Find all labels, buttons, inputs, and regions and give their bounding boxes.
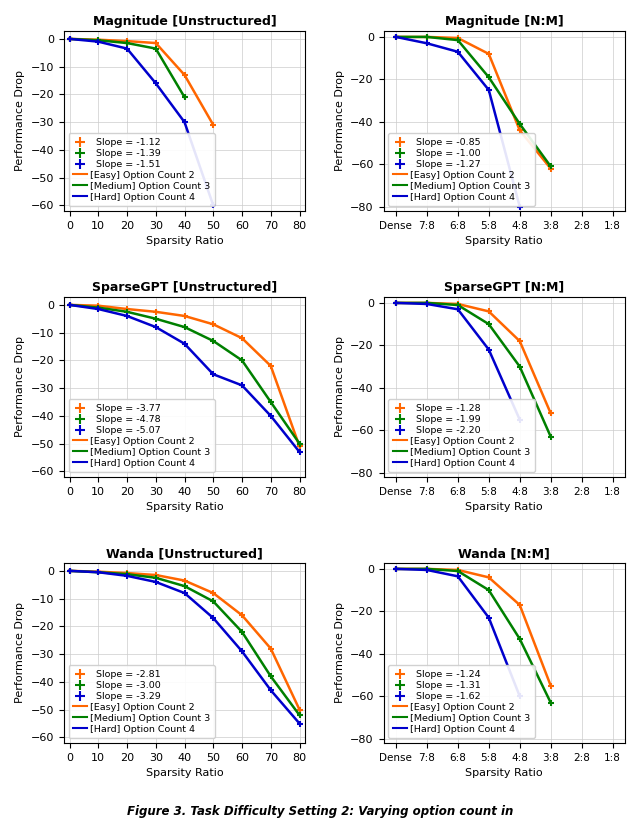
Legend:   Slope = -1.28,   Slope = -1.99,   Slope = -2.20, [Easy] Option Count 2, [Mediu: Slope = -1.28, Slope = -1.99, Slope = -2… xyxy=(388,399,535,473)
Legend:   Slope = -2.81,   Slope = -3.00,   Slope = -3.29, [Easy] Option Count 2, [Mediu: Slope = -2.81, Slope = -3.00, Slope = -3… xyxy=(68,665,215,738)
Title: SparseGPT [Unstructured]: SparseGPT [Unstructured] xyxy=(92,281,277,294)
X-axis label: Sparsity Ratio: Sparsity Ratio xyxy=(146,502,223,512)
Title: Magnitude [N:M]: Magnitude [N:M] xyxy=(445,15,564,28)
Legend:   Slope = -3.77,   Slope = -4.78,   Slope = -5.07, [Easy] Option Count 2, [Mediu: Slope = -3.77, Slope = -4.78, Slope = -5… xyxy=(68,399,215,473)
X-axis label: Sparsity Ratio: Sparsity Ratio xyxy=(465,769,543,778)
Y-axis label: Performance Drop: Performance Drop xyxy=(15,603,25,704)
Y-axis label: Performance Drop: Performance Drop xyxy=(335,70,345,171)
Legend:   Slope = -1.24,   Slope = -1.31,   Slope = -1.62, [Easy] Option Count 2, [Mediu: Slope = -1.24, Slope = -1.31, Slope = -1… xyxy=(388,665,535,738)
X-axis label: Sparsity Ratio: Sparsity Ratio xyxy=(465,236,543,247)
Y-axis label: Performance Drop: Performance Drop xyxy=(335,336,345,437)
X-axis label: Sparsity Ratio: Sparsity Ratio xyxy=(146,769,223,778)
X-axis label: Sparsity Ratio: Sparsity Ratio xyxy=(465,502,543,512)
Y-axis label: Performance Drop: Performance Drop xyxy=(15,70,25,171)
Legend:   Slope = -0.85,   Slope = -1.00,   Slope = -1.27, [Easy] Option Count 2, [Mediu: Slope = -0.85, Slope = -1.00, Slope = -1… xyxy=(388,133,535,206)
Text: Figure 3. Task Difficulty Setting 2: Varying option count in: Figure 3. Task Difficulty Setting 2: Var… xyxy=(127,806,513,819)
Y-axis label: Performance Drop: Performance Drop xyxy=(15,336,25,437)
Title: Magnitude [Unstructured]: Magnitude [Unstructured] xyxy=(93,15,276,28)
X-axis label: Sparsity Ratio: Sparsity Ratio xyxy=(146,236,223,247)
Title: Wanda [N:M]: Wanda [N:M] xyxy=(458,547,550,560)
Legend:   Slope = -1.12,   Slope = -1.39,   Slope = -1.51, [Easy] Option Count 2, [Mediu: Slope = -1.12, Slope = -1.39, Slope = -1… xyxy=(68,133,215,206)
Title: SparseGPT [N:M]: SparseGPT [N:M] xyxy=(444,281,564,294)
Title: Wanda [Unstructured]: Wanda [Unstructured] xyxy=(106,547,263,560)
Y-axis label: Performance Drop: Performance Drop xyxy=(335,603,345,704)
